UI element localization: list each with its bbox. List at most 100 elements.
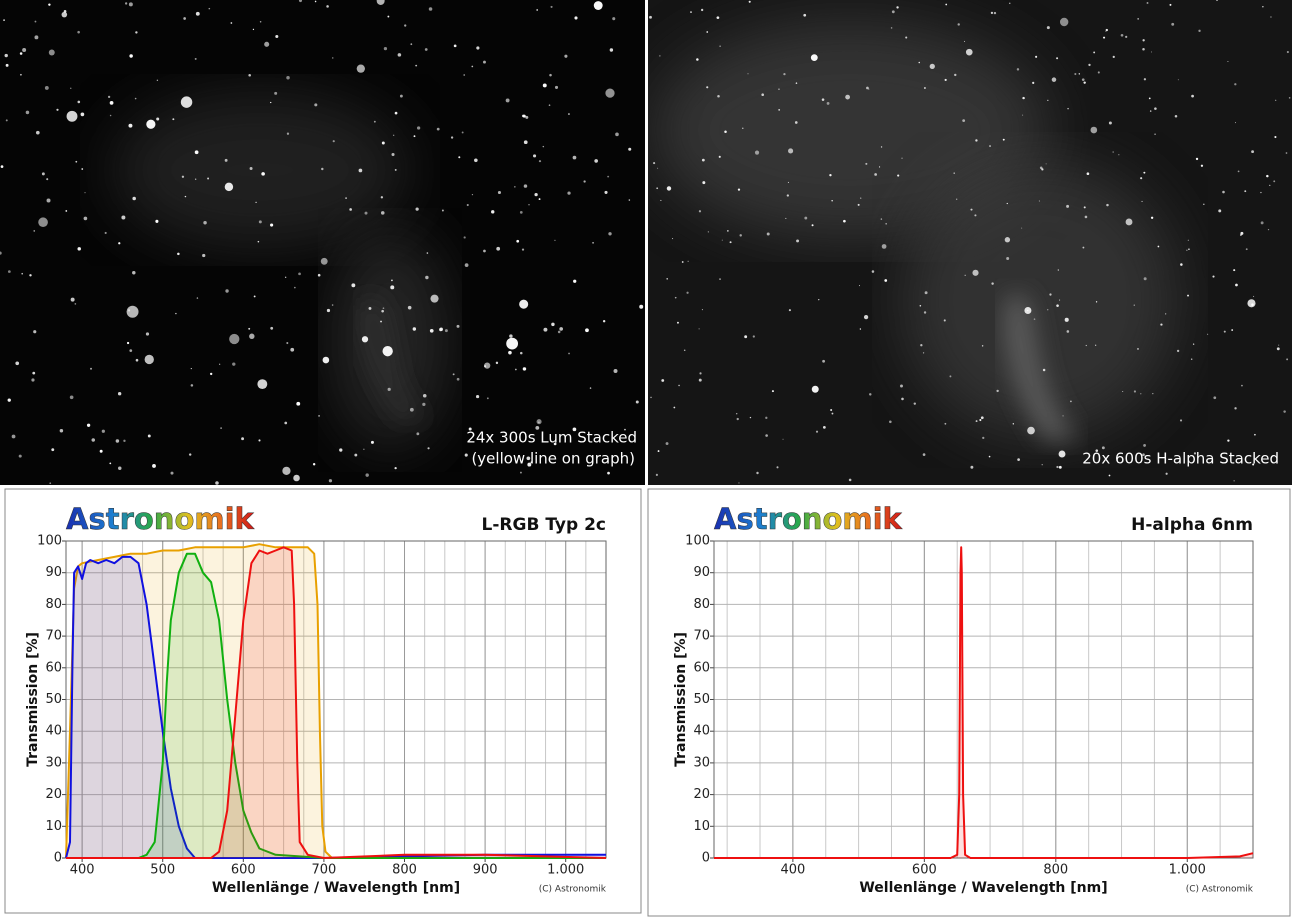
star [609, 48, 614, 52]
star [195, 11, 200, 16]
star [859, 328, 862, 330]
star [483, 60, 486, 64]
star [706, 86, 709, 89]
star [982, 436, 985, 439]
star [945, 3, 948, 6]
star [1187, 239, 1189, 241]
star [559, 327, 564, 331]
series-line [66, 552, 606, 859]
star [126, 305, 139, 318]
star [196, 297, 199, 299]
star [284, 421, 288, 425]
star [1105, 30, 1107, 32]
x-tick-label: 800 [392, 863, 417, 878]
star [376, 0, 385, 5]
star [1165, 472, 1168, 475]
star [1137, 17, 1140, 20]
star [523, 184, 528, 188]
star [1288, 97, 1291, 99]
star [1056, 465, 1059, 469]
chart-title: H-alpha 6nm [1131, 515, 1253, 535]
star [944, 422, 947, 425]
star [788, 148, 794, 154]
star [954, 73, 957, 77]
star [145, 332, 150, 336]
star [1106, 203, 1109, 207]
star [522, 367, 527, 371]
star [1095, 344, 1097, 346]
star [818, 298, 820, 301]
star [735, 412, 738, 415]
star [426, 252, 429, 254]
y-tick-label: 80 [45, 597, 62, 612]
star [848, 478, 852, 482]
star [572, 155, 577, 160]
star [170, 471, 174, 475]
star [649, 15, 652, 19]
y-tick-label: 50 [693, 692, 710, 707]
star [719, 278, 721, 280]
star [416, 432, 420, 436]
star [364, 211, 368, 215]
star [75, 160, 78, 163]
star [257, 379, 268, 390]
star [542, 145, 545, 148]
y-tick-label: 10 [45, 819, 62, 834]
star [700, 8, 704, 12]
star [656, 187, 659, 190]
star [683, 349, 686, 352]
star [1193, 452, 1197, 455]
star [918, 61, 921, 64]
star [965, 48, 973, 56]
star [739, 234, 742, 237]
star [724, 130, 727, 134]
star [1177, 79, 1179, 81]
star [461, 131, 464, 134]
star [109, 462, 112, 465]
star [1218, 209, 1222, 213]
star [794, 121, 798, 124]
star [523, 140, 528, 145]
star [296, 401, 301, 406]
y-tick-label: 60 [693, 660, 710, 675]
star [608, 232, 612, 236]
star [1066, 204, 1070, 208]
star [241, 437, 244, 441]
star [484, 362, 491, 369]
star [979, 418, 982, 422]
star [701, 158, 705, 162]
star [615, 132, 619, 137]
star [380, 196, 384, 199]
y-axis-title: Transmission [%] [673, 632, 689, 767]
star [7, 398, 11, 402]
star [439, 327, 444, 332]
brand-logo: Astronomik [714, 502, 903, 536]
star [56, 108, 59, 111]
star [1171, 22, 1175, 26]
star [863, 314, 869, 320]
photo-halpha [648, 0, 1292, 485]
star [34, 20, 37, 23]
star [776, 466, 779, 469]
star [696, 58, 699, 61]
star [830, 409, 833, 412]
star [1049, 293, 1052, 296]
star [270, 326, 274, 330]
star [687, 260, 689, 262]
star [557, 330, 561, 334]
star [249, 166, 253, 170]
star [1059, 299, 1061, 301]
star [698, 210, 702, 213]
star [80, 112, 85, 117]
star [261, 172, 265, 176]
nebula [900, 160, 1180, 440]
star [655, 473, 658, 477]
star [126, 341, 130, 345]
star [521, 114, 525, 118]
star [135, 31, 138, 34]
y-tick-label: 100 [685, 534, 710, 549]
star [516, 239, 520, 243]
star [427, 447, 430, 450]
star [1032, 81, 1035, 84]
star [1103, 36, 1106, 39]
